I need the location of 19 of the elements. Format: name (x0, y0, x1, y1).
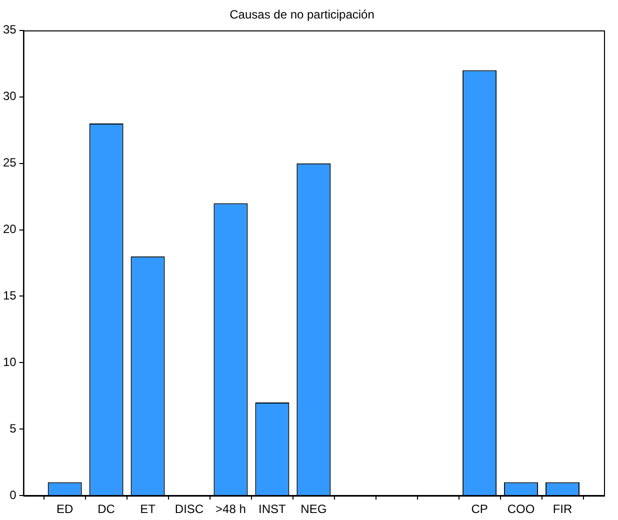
x-tick-label: ET (140, 502, 156, 516)
x-tick-label: NEG (300, 502, 327, 516)
y-tick-label: 5 (10, 421, 17, 436)
y-tick-label: 25 (2, 156, 17, 170)
chart-title: Causas de no participación (230, 8, 374, 22)
y-tick-label: 20 (2, 222, 17, 236)
x-tick-label: DISC (174, 502, 204, 516)
x-tick-label: INST (258, 502, 287, 516)
x-tick-label: COO (507, 502, 535, 516)
x-tick-label: CP (471, 502, 488, 516)
y-tick-label: 0 (10, 488, 17, 502)
y-tick-label: 10 (2, 355, 17, 369)
y-tick-label: 30 (2, 89, 17, 104)
x-tick-label: ED (56, 502, 74, 516)
y-tick-label: 15 (2, 288, 17, 303)
x-tick-label: >48 h (216, 502, 246, 516)
y-tick-label: 35 (2, 22, 17, 37)
x-tick-label: FIR (552, 502, 573, 516)
x-tick-label: DC (98, 502, 116, 516)
